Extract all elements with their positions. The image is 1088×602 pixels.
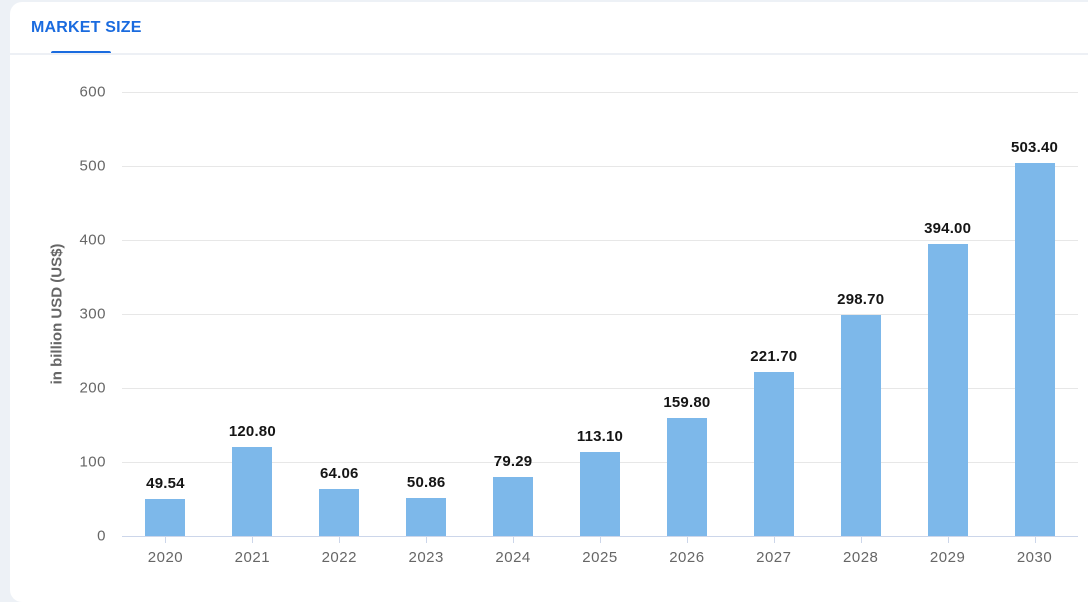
bar-value-label: 79.29 [493, 453, 533, 471]
x-axis-tick [513, 536, 515, 543]
bar-value-label: 120.80 [228, 422, 276, 440]
bar-column-2024: 79.29 2024 [470, 92, 557, 566]
bar-column-2030: 503.40 2030 [991, 92, 1078, 566]
bar-2020[interactable] [145, 499, 186, 536]
gridline [122, 240, 1078, 241]
bar-column-2028: 298.70 2028 [817, 92, 904, 566]
x-axis-label: 2027 [756, 549, 792, 566]
x-axis-label: 2020 [147, 549, 184, 566]
bar-value-label: 49.54 [146, 475, 185, 493]
x-axis-tick [1034, 536, 1036, 543]
y-tick-label: 200 [79, 379, 106, 397]
bar-column-2022: 64.06 2022 [296, 92, 383, 566]
x-axis-label: 2024 [495, 549, 531, 566]
bar-2023[interactable] [406, 498, 447, 536]
bar-column-2026: 159.80 2026 [643, 92, 730, 566]
y-tick-label: 0 [97, 527, 106, 545]
bar-column-2021: 120.80 2021 [209, 92, 296, 566]
bar-value-label: 503.40 [1010, 139, 1059, 157]
y-tick-label: 400 [79, 231, 106, 249]
x-axis-tick [426, 536, 428, 543]
bar-column-2020: 49.54 2020 [122, 92, 209, 566]
y-tick-label: 500 [79, 157, 106, 175]
x-axis-label: 2028 [843, 549, 879, 566]
gridline [122, 166, 1078, 167]
bar-column-2027: 221.70 2027 [730, 92, 817, 566]
tab-market-size[interactable]: MARKET SIZE [31, 2, 142, 53]
bar-value-label: 221.70 [750, 347, 798, 365]
x-axis-label: 2025 [582, 549, 618, 566]
bar-2029[interactable] [927, 244, 968, 536]
x-axis-tick [339, 536, 341, 543]
y-tick-label: 100 [79, 453, 106, 471]
bar-value-label: 113.10 [576, 428, 624, 446]
bars-layer: 49.54 2020 120.80 2021 64.06 2022 50.86 2023 79.… [122, 92, 1078, 566]
bar-2030[interactable] [1014, 163, 1055, 536]
bar-value-label: 159.80 [663, 393, 711, 411]
gridline [122, 314, 1078, 315]
x-axis-label: 2030 [1016, 549, 1053, 566]
gridline [122, 388, 1078, 389]
x-axis-label: 2029 [929, 549, 966, 566]
bar-value-label: 298.70 [837, 290, 885, 308]
x-axis-tick [947, 536, 949, 543]
tab-bar: MARKET SIZE [10, 2, 1088, 55]
bar-value-label: 394.00 [924, 220, 972, 238]
x-axis-label: 2026 [669, 549, 705, 566]
x-axis-tick [773, 536, 775, 543]
x-axis-line [122, 536, 1078, 537]
x-axis-tick [252, 536, 254, 543]
x-axis-tick [165, 536, 167, 543]
x-axis-label: 2021 [234, 549, 271, 566]
y-tick-label: 600 [79, 83, 106, 101]
tab-market-size-label: MARKET SIZE [31, 18, 142, 36]
gridline [122, 92, 1078, 93]
plot-area: 49.54 2020 120.80 2021 64.06 2022 50.86 2023 79.… [122, 92, 1078, 566]
market-size-card: MARKET SIZE in billion USD (US$) 0 100 200… [10, 2, 1088, 602]
bar-value-label: 64.06 [319, 464, 359, 482]
bar-value-label: 50.86 [406, 474, 446, 492]
bar-2025[interactable] [579, 452, 620, 536]
bar-2027[interactable] [753, 371, 794, 536]
market-size-chart: in billion USD (US$) 0 100 200 300 400 500 600… [10, 54, 1088, 602]
bar-column-2029: 394.00 2029 [904, 92, 991, 566]
bar-column-2023: 50.86 2023 [383, 92, 470, 566]
tab-bar-divider [10, 53, 1088, 55]
x-axis-label: 2022 [321, 549, 357, 566]
bar-2022[interactable] [319, 488, 360, 536]
y-tick-label: 300 [79, 305, 106, 323]
x-axis-tick [686, 536, 688, 543]
x-axis-tick [860, 536, 862, 543]
bar-2024[interactable] [493, 477, 534, 536]
x-axis-tick [599, 536, 601, 543]
bar-2026[interactable] [666, 417, 707, 536]
bar-column-2025: 113.10 2025 [557, 92, 644, 566]
x-axis-label: 2023 [408, 549, 444, 566]
bar-2028[interactable] [840, 314, 881, 536]
y-axis-labels: 0 100 200 300 400 500 600 [10, 54, 106, 602]
bar-2021[interactable] [232, 446, 273, 536]
